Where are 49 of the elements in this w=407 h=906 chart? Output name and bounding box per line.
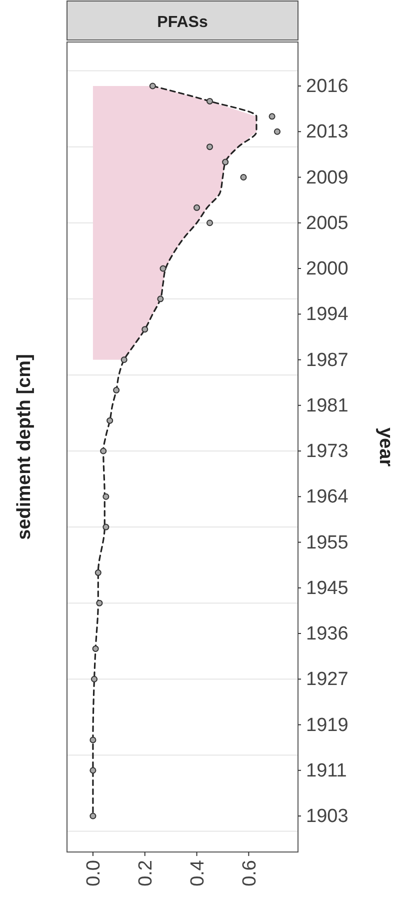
y-tick-label: 1964 — [306, 486, 349, 508]
point — [274, 128, 280, 135]
y-tick-label: 1919 — [306, 714, 348, 736]
x-tick-label: 0.0 — [84, 860, 105, 886]
point — [113, 386, 120, 394]
point — [120, 356, 128, 364]
y-tick-label: 2013 — [306, 122, 348, 143]
y-tick-label: 2005 — [306, 212, 348, 234]
point — [102, 524, 110, 530]
point — [142, 326, 148, 333]
point — [100, 448, 107, 454]
point — [240, 174, 247, 181]
y-tick-label: 2016 — [306, 76, 348, 98]
y-tick-label: 2009 — [306, 167, 348, 188]
y-tick-label: 2000 — [306, 258, 348, 280]
point — [90, 812, 96, 820]
point — [94, 569, 102, 576]
point — [206, 98, 214, 104]
y-tick-label: 1903 — [306, 806, 348, 828]
y-tick-label: 1973 — [306, 441, 348, 462]
point — [102, 493, 110, 500]
y-axis-title: sediment depth [cm] — [14, 354, 35, 540]
x-tick-label: 0.6 — [239, 860, 260, 886]
y-tick-label: 1945 — [306, 578, 348, 599]
y2-axis-title: year — [375, 427, 396, 468]
y-tick-label: 1955 — [306, 532, 348, 554]
chart-title: PFASs — [157, 14, 208, 31]
point — [90, 767, 96, 774]
point — [157, 296, 164, 302]
point — [149, 82, 156, 90]
y-tick-label: 1911 — [306, 760, 347, 782]
point — [92, 645, 99, 652]
y-tick-label: 1927 — [306, 669, 348, 690]
point — [194, 204, 200, 211]
point — [160, 265, 166, 272]
y-tick-label: 1987 — [306, 350, 348, 371]
point — [106, 417, 114, 424]
x-tick-label: 0.4 — [187, 860, 208, 886]
y-tick-label: 1936 — [306, 624, 348, 645]
point — [90, 736, 96, 744]
x-tick-label: 0.2 — [136, 860, 157, 886]
point — [90, 676, 98, 682]
y-tick-label: 1994 — [306, 304, 349, 326]
y-tick-label: 1981 — [306, 395, 348, 416]
point — [222, 158, 229, 166]
point — [96, 600, 103, 606]
point — [268, 113, 276, 120]
point — [206, 144, 214, 150]
point — [206, 220, 214, 226]
